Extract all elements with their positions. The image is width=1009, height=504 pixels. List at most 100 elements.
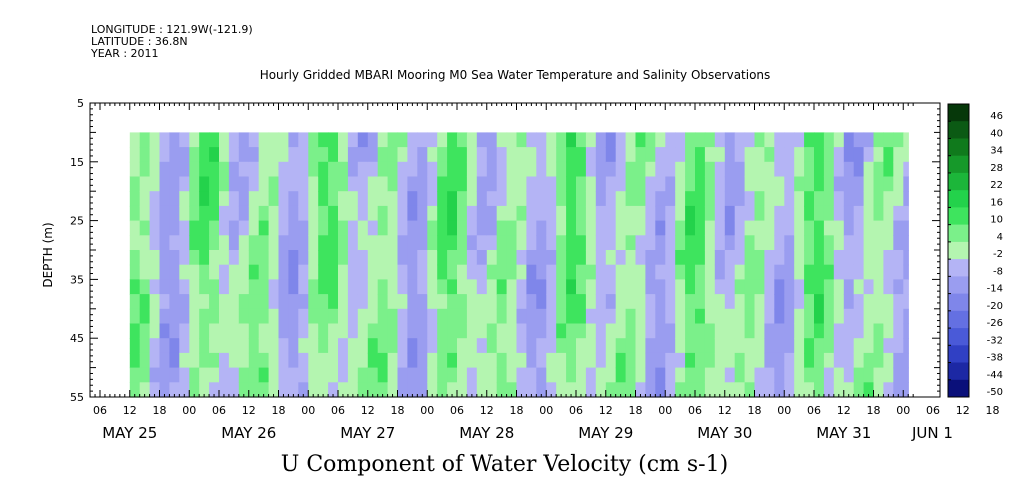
heatmap-cell (506, 382, 518, 398)
heatmap-cell (893, 294, 904, 310)
heatmap-cell (853, 323, 865, 339)
heatmap-cell (397, 176, 408, 192)
heatmap-cell (863, 205, 875, 222)
heatmap-cell (853, 279, 865, 295)
colorbar-label: 22 (990, 180, 1003, 191)
heatmap-cell (476, 264, 488, 280)
heatmap-cell (328, 352, 339, 369)
heatmap-cell (139, 323, 151, 339)
heatmap-cell (605, 176, 617, 192)
heatmap-cell (804, 338, 815, 354)
heatmap-cell (308, 323, 319, 339)
heatmap-cell (645, 264, 656, 280)
colorbar-label: 10 (990, 215, 1003, 226)
heatmap-cell (347, 220, 359, 236)
heatmap-cell (893, 308, 904, 325)
heatmap-cell (308, 338, 319, 354)
heatmap-cell (308, 308, 319, 325)
heatmap-cell (169, 147, 180, 163)
heatmap-cell (298, 235, 309, 251)
heatmap-cell (873, 264, 884, 280)
heatmap-cell (457, 382, 468, 398)
heatmap-cell (546, 250, 557, 266)
heatmap-cell (645, 338, 656, 354)
heatmap-cell (804, 323, 815, 339)
heatmap-cell (476, 308, 488, 325)
heatmap-cell (794, 235, 805, 251)
heatmap-cell (814, 308, 825, 325)
heatmap-cell (605, 308, 617, 325)
heatmap-cell (883, 191, 894, 207)
heatmap-cell (814, 352, 825, 369)
heatmap-cell (417, 235, 428, 251)
heatmap-cell (843, 382, 855, 398)
heatmap-cell (318, 308, 329, 325)
heatmap-cell (784, 161, 795, 178)
heatmap-cell (873, 132, 884, 148)
heatmap-cell (248, 250, 260, 266)
heatmap-cell (238, 132, 250, 148)
heatmap-cell (338, 279, 349, 295)
heatmap-cell (695, 220, 706, 236)
heatmap-cell (546, 279, 557, 295)
heatmap-cell (576, 367, 587, 383)
heatmap-cell (318, 220, 329, 236)
heatmap-cell (367, 382, 379, 398)
heatmap-cell (625, 264, 637, 280)
heatmap-cell (576, 132, 587, 148)
heatmap-cell (377, 264, 389, 280)
colorbar-swatch (948, 121, 969, 139)
heatmap-cell (585, 161, 597, 178)
heatmap-cell (685, 382, 696, 398)
heatmap-cell (724, 132, 736, 148)
heatmap-cell (645, 382, 656, 398)
heatmap-cell (159, 161, 170, 178)
heatmap-cell (278, 308, 289, 325)
heatmap-cell (437, 220, 448, 236)
x-axis: 06 12 18 00 06 12 18 00 06 12 18 00 06 12 18 00 06 12 18 00… (89, 103, 1000, 442)
heatmap-cell (496, 161, 508, 178)
colorbar-label: 40 (990, 128, 1003, 139)
heatmap-cell (695, 205, 706, 222)
heatmap-cell (417, 264, 428, 280)
heatmap-cell (873, 161, 884, 178)
heatmap-cell (764, 323, 775, 339)
heatmap-cell (129, 250, 141, 266)
heatmap-cell (437, 308, 448, 325)
heatmap-cell (179, 235, 190, 251)
heatmap-cell (853, 132, 865, 148)
heatmap-cell (209, 205, 220, 222)
heatmap-cell (873, 382, 884, 398)
heatmap-cell (387, 235, 399, 251)
heatmap-cell (903, 176, 909, 192)
heatmap-cell (189, 352, 200, 369)
heatmap-cell (159, 235, 170, 251)
heatmap-cell (377, 308, 389, 325)
heatmap-cell (199, 147, 210, 163)
heatmap-cell (754, 235, 765, 251)
heatmap-cell (635, 382, 646, 398)
heatmap-cell (863, 220, 875, 236)
heatmap-cell (228, 338, 240, 354)
heatmap-cell (754, 294, 765, 310)
heatmap-cell (149, 132, 161, 148)
heatmap-cell (179, 161, 190, 178)
heatmap-cell (476, 338, 488, 354)
heatmap-cell (585, 176, 597, 192)
heatmap-cell (357, 294, 369, 310)
heatmap-cell (814, 250, 825, 266)
heatmap-cell (556, 250, 567, 266)
heatmap-cell (724, 147, 736, 163)
heatmap-cell (754, 191, 765, 207)
heatmap-cell (466, 264, 478, 280)
heatmap-cell (814, 161, 825, 178)
heatmap-cell (437, 279, 448, 295)
heatmap-cell (308, 161, 319, 178)
heatmap-cell (427, 161, 438, 178)
heatmap-cell (466, 338, 478, 354)
heatmap-cell (268, 191, 280, 207)
y-tick-label: 15 (70, 156, 84, 169)
heatmap-cell (367, 294, 379, 310)
heatmap-cell (238, 220, 250, 236)
heatmap-cell (843, 323, 855, 339)
